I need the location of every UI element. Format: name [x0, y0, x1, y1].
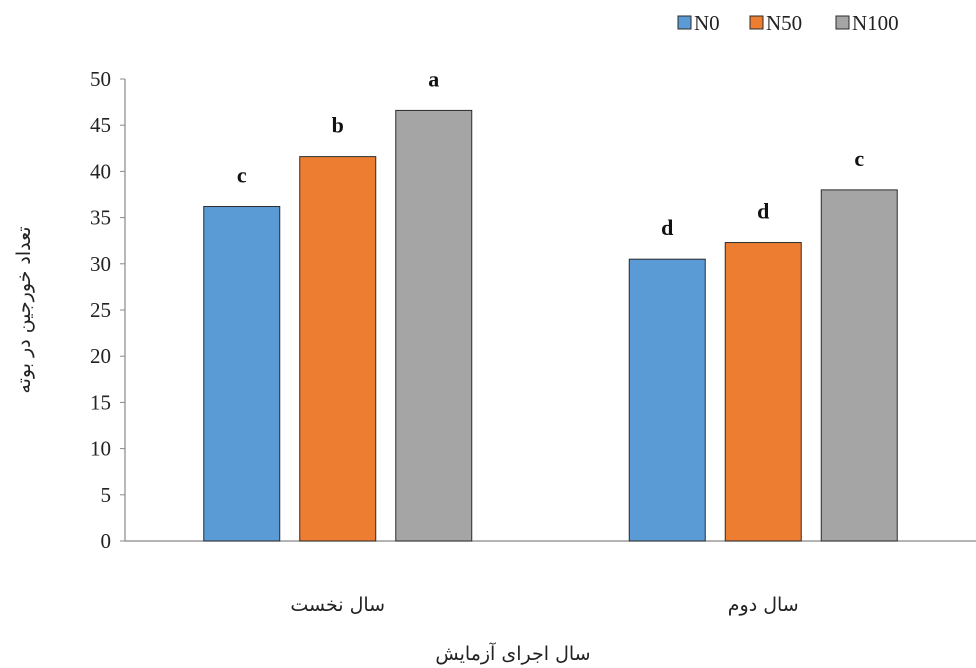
bar-n0-1: [203, 206, 281, 542]
category-labels: سال نخست سال دوم: [290, 594, 798, 616]
legend-label: N50: [766, 11, 802, 35]
y-tick-label: 50: [90, 67, 111, 91]
bar-n0-2: [628, 258, 706, 542]
y-tick-label: 20: [90, 344, 111, 368]
bars: [203, 109, 898, 542]
bar-n100-1: [395, 109, 473, 542]
y-tick-label: 15: [90, 390, 111, 414]
category-label: سال دوم: [728, 594, 799, 616]
legend-item-n100: N100: [835, 11, 899, 35]
y-tick-label: 40: [90, 159, 111, 183]
data-labels: c b a d d c: [237, 66, 865, 240]
y-tick-label: 30: [90, 252, 111, 276]
y-axis-label: تعداد خورجین در بوته: [13, 226, 35, 393]
legend-swatch: [749, 15, 764, 30]
category-label: سال نخست: [290, 594, 385, 616]
legend-label: N100: [852, 11, 899, 35]
y-tick-label: 45: [90, 113, 111, 137]
y-tick-label: 35: [90, 206, 111, 230]
y-tick-label: 5: [101, 483, 112, 507]
bar-n50-1: [299, 156, 377, 542]
bar-letter-label: c: [854, 146, 864, 171]
y-tick-label: 0: [101, 529, 112, 553]
y-tick-label: 25: [90, 298, 111, 322]
y-tick-label: 10: [90, 437, 111, 461]
legend: N0 N50 N100: [677, 11, 899, 35]
bar-letter-label: c: [237, 163, 247, 188]
bar-letter-label: d: [661, 215, 673, 240]
bar-letter-label: a: [428, 66, 439, 91]
bar-letter-label: b: [332, 113, 344, 138]
legend-item-n50: N50: [749, 11, 802, 35]
bar-n50-2: [724, 242, 802, 542]
x-axis-label: سال اجرای آزمایش: [435, 641, 590, 665]
bar-n100-2: [820, 189, 898, 542]
legend-swatch: [677, 15, 692, 30]
legend-label: N0: [694, 11, 720, 35]
legend-swatch: [835, 15, 850, 30]
y-axis: 0 5 10 15 20 25 30 35 40 45 50: [90, 67, 126, 553]
bar-letter-label: d: [757, 199, 769, 224]
legend-item-n0: N0: [677, 11, 720, 35]
